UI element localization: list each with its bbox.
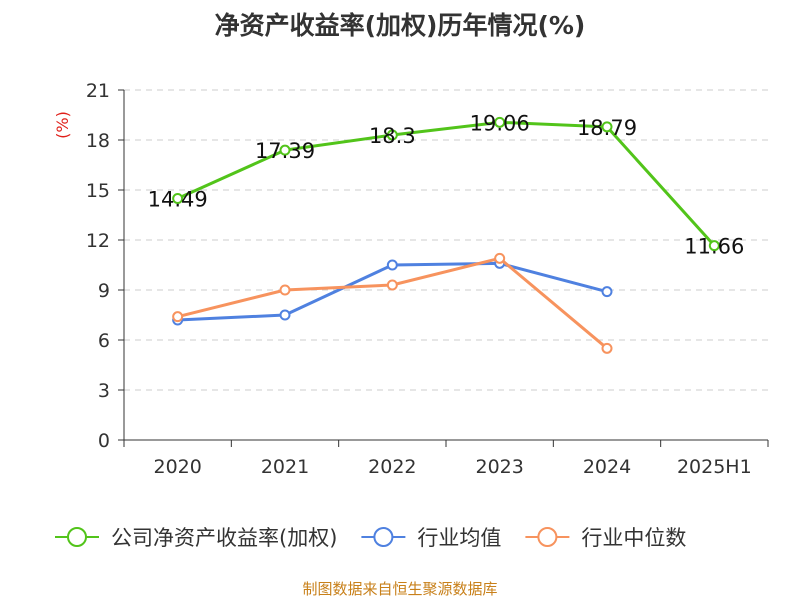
data-point xyxy=(172,193,184,204)
y-tick-label: 21 xyxy=(86,80,110,102)
y-tick-label: 3 xyxy=(98,380,110,402)
data-labels: 14.49 17.39 18.3 19.06 18.79 11.66 xyxy=(148,111,745,258)
y-tick-label: 6 xyxy=(98,330,110,352)
legend: 公司净资产收益率(加权) 行业均值 行业中位数 xyxy=(55,526,686,550)
data-label: 18.79 xyxy=(577,116,637,140)
legend-item-1: 行业均值 xyxy=(361,526,501,550)
grid xyxy=(124,89,768,391)
y-tick-label: 18 xyxy=(86,130,110,152)
data-point xyxy=(601,121,613,133)
legend-marker xyxy=(373,527,394,547)
series-line xyxy=(177,120,716,247)
data-point xyxy=(386,129,398,141)
series-1 xyxy=(172,257,613,326)
y-axis-label: (%) xyxy=(53,111,72,139)
series-line xyxy=(177,256,608,350)
data-point xyxy=(708,240,720,252)
data-point xyxy=(386,259,398,271)
data-point xyxy=(601,342,613,354)
x-tick-label: 2021 xyxy=(261,456,309,478)
x-tick-label: 2023 xyxy=(475,456,523,478)
legend-item-0: 公司净资产收益率(加权) xyxy=(55,526,337,550)
x-tick-label: 2024 xyxy=(583,456,631,478)
data-point xyxy=(279,309,291,321)
data-label: 11.66 xyxy=(684,235,744,259)
data-point xyxy=(386,279,398,291)
series xyxy=(172,116,720,354)
data-point xyxy=(279,284,291,296)
data-point xyxy=(494,252,506,264)
axes: 0 3 6 9 12 15 18 21 2020 2021 2022 2023 2024 2025H1 xyxy=(86,80,769,478)
legend-label: 公司净资产收益率(加权) xyxy=(111,526,337,550)
series-2 xyxy=(172,252,613,354)
data-point xyxy=(601,286,613,298)
data-point xyxy=(279,144,291,156)
data-point xyxy=(494,116,506,128)
y-tick-label: 0 xyxy=(98,430,110,452)
legend-item-2: 行业中位数 xyxy=(525,526,686,550)
source-note: 制图数据来自恒生聚源数据库 xyxy=(302,580,497,598)
y-tick-label: 15 xyxy=(86,180,110,202)
x-tick-label: 2022 xyxy=(368,456,416,478)
legend-label: 行业中位数 xyxy=(581,526,686,550)
series-line xyxy=(177,261,608,322)
data-label: 18.3 xyxy=(369,124,416,148)
y-tick-label: 9 xyxy=(98,280,110,302)
chart-title: 净资产收益率(加权)历年情况(%) xyxy=(215,11,586,40)
legend-label: 行业均值 xyxy=(417,526,501,550)
data-label: 14.49 xyxy=(148,188,208,212)
x-tick-label: 2025H1 xyxy=(677,456,752,478)
data-label: 17.39 xyxy=(255,139,315,163)
x-tick-label: 2020 xyxy=(153,456,201,478)
legend-marker xyxy=(67,527,87,547)
y-tick-label: 12 xyxy=(86,230,110,252)
data-label: 19.06 xyxy=(470,111,530,135)
data-point xyxy=(172,311,184,323)
series-0 xyxy=(172,116,720,252)
legend-marker xyxy=(537,527,558,547)
